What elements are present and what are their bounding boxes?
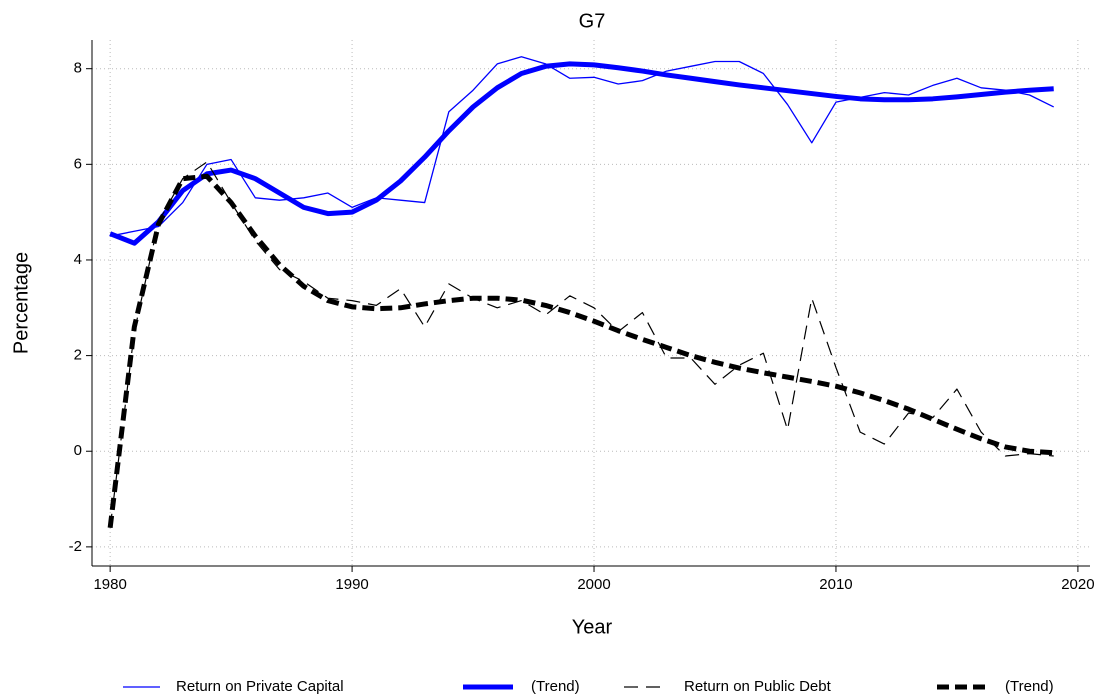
- legend-label: (Trend): [1005, 678, 1054, 695]
- line-series: [109, 61, 1054, 246]
- x-tick-label: 2020: [1061, 576, 1094, 593]
- x-tick-label: 1980: [93, 576, 126, 593]
- x-tick-label: 2010: [819, 576, 852, 593]
- line-series: [109, 161, 1054, 528]
- y-tick-label: 2: [74, 347, 82, 364]
- y-tick-label: 0: [74, 442, 82, 459]
- legend-label: Return on Private Capital: [176, 678, 344, 695]
- line-series: [107, 173, 1054, 529]
- x-axis-label: Year: [572, 616, 613, 638]
- x-tick-label: 2000: [577, 576, 610, 593]
- legend-label: (Trend): [531, 678, 580, 695]
- line-series: [110, 56, 1054, 237]
- y-tick-label: 8: [74, 60, 82, 77]
- y-tick-label: -2: [69, 538, 82, 555]
- legend-label: Return on Public Debt: [684, 678, 832, 695]
- y-tick-label: 4: [74, 251, 82, 268]
- y-tick-label: 6: [74, 155, 82, 172]
- y-axis-label: Percentage: [10, 252, 32, 354]
- x-tick-label: 1990: [335, 576, 368, 593]
- chart-title: G7: [579, 10, 606, 32]
